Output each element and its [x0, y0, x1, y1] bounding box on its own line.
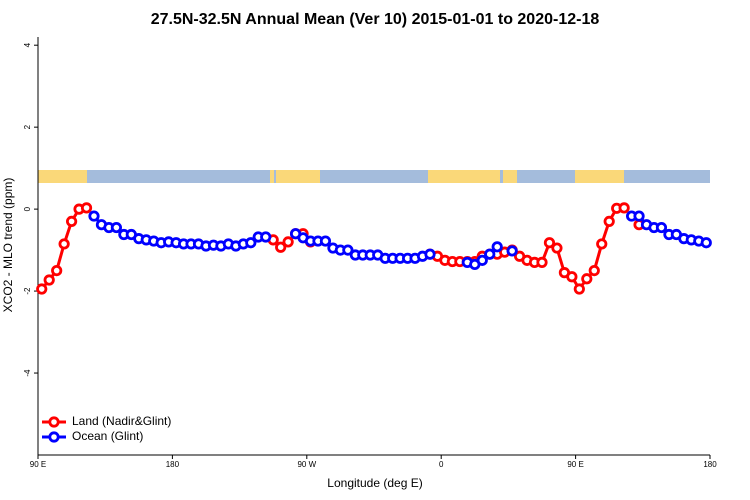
data-point: [491, 241, 503, 253]
data-point: [66, 215, 78, 228]
chart-title: 27.5N-32.5N Annual Mean (Ver 10) 2015-01…: [151, 11, 600, 28]
y-tick-label: -4: [23, 369, 32, 377]
data-point: [282, 236, 294, 248]
data-point: [484, 248, 496, 260]
x-tick-label: 0: [439, 460, 444, 469]
data-point: [543, 237, 556, 249]
ocean-strip: [38, 170, 710, 183]
data-point: [506, 245, 518, 257]
data-point: [88, 210, 100, 222]
data-point: [551, 242, 563, 254]
data-point: [43, 274, 55, 286]
y-tick-label: 2: [23, 124, 32, 129]
y-tick-label: -2: [23, 287, 32, 295]
data-point: [618, 202, 630, 214]
land-strip: [575, 170, 624, 183]
land-strip: [503, 170, 517, 183]
map-strip: [38, 170, 710, 183]
data-point: [51, 264, 63, 277]
legend-label: Land (Nadir&Glint): [72, 414, 171, 428]
legend-label: Ocean (Glint): [72, 429, 143, 443]
data-point: [319, 235, 332, 247]
land-strip: [276, 170, 320, 183]
x-tick-label: 90 E: [567, 460, 583, 469]
land-strip: [38, 170, 87, 183]
x-tick-label: 180: [703, 460, 717, 469]
y-tick-label: 0: [23, 206, 32, 211]
x-tick-label: 90 E: [30, 460, 46, 469]
legend-swatch-marker: [48, 416, 60, 428]
y-axis-label: XCO2 - MLO trend (ppm): [1, 178, 15, 313]
data-point: [536, 256, 548, 268]
data-point: [245, 237, 257, 249]
land-strip: [428, 170, 500, 183]
data-point: [603, 215, 615, 228]
x-tick-label: 180: [166, 460, 180, 469]
data-point: [260, 231, 272, 243]
data-point: [566, 271, 578, 283]
data-point: [476, 254, 488, 266]
data-point: [342, 244, 354, 256]
data-point: [573, 283, 585, 295]
data-point: [110, 221, 123, 234]
data-point: [36, 283, 48, 295]
land-strip: [270, 170, 274, 183]
y-tick-label: 4: [23, 42, 32, 47]
data-point: [700, 237, 712, 249]
data-point: [655, 221, 668, 234]
data-point: [80, 202, 93, 214]
data-point: [588, 264, 600, 277]
data-point: [596, 238, 608, 250]
data-point: [424, 248, 436, 260]
data-point: [581, 273, 593, 285]
data-point: [275, 241, 287, 253]
data-point: [58, 238, 70, 250]
x-tick-label: 90 W: [297, 460, 316, 469]
x-axis-label: Longitude (deg E): [327, 476, 422, 490]
data-point: [633, 210, 645, 222]
legend-swatch-marker: [48, 431, 60, 443]
